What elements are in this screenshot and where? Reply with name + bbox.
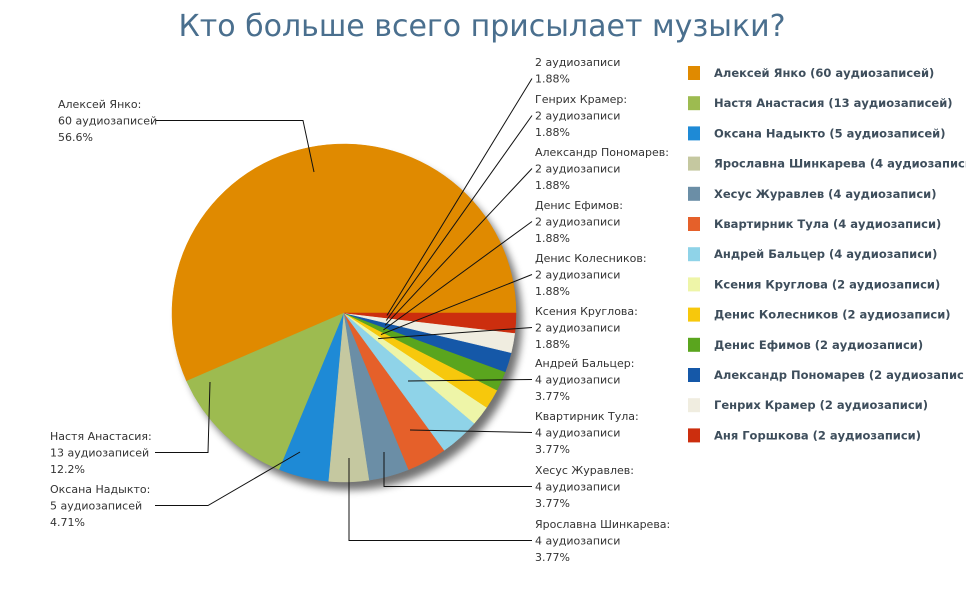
slice-label: 1.88% — [535, 126, 570, 139]
legend-entry: Денис Ефимов (2 аудиозаписи) — [714, 338, 923, 352]
slice-label: 2 аудиозаписи — [535, 322, 620, 335]
slice-label: 56.6% — [58, 131, 93, 144]
legend-swatch — [688, 217, 700, 231]
slice-label: 1.88% — [535, 338, 570, 351]
leader-line — [409, 429, 533, 433]
slice-label: Денис Ефимов: — [535, 199, 623, 212]
slice-label: 1.88% — [535, 285, 570, 298]
leader-line — [155, 381, 211, 453]
slice-label: 4 аудиозаписи — [535, 427, 620, 440]
leader-line — [348, 458, 532, 541]
slice-label: Денис Колесников: — [535, 252, 647, 265]
legend-swatch — [688, 307, 700, 322]
leader-line — [156, 120, 315, 173]
legend-entry: Денис Колесников (2 аудиозаписи) — [714, 308, 951, 322]
slice-label: 13 аудиозаписей — [50, 447, 149, 460]
leader-line — [384, 168, 533, 326]
slice-label: Оксана Надыкто: — [50, 483, 150, 496]
legend-swatch — [688, 428, 700, 443]
legend-entry: Алексей Янко (60 аудиозаписей) — [714, 66, 934, 80]
legend-entry: Квартирник Тула (4 аудиозаписи) — [714, 217, 941, 231]
legend-swatch — [688, 186, 700, 201]
legend-swatch — [688, 247, 700, 262]
legend-entry: Александр Пономарев (2 аудиозапис — [714, 368, 964, 382]
slice-label: 4 аудиозаписи — [535, 535, 620, 548]
leader-line — [378, 327, 533, 340]
legend-swatch — [688, 96, 700, 111]
legend-entry: Ксения Круглова (2 аудиозаписи) — [714, 277, 940, 291]
legend-swatch — [688, 337, 700, 352]
slice-label: Хесус Журавлев: — [535, 464, 634, 477]
legend-entry: Генрих Крамер (2 аудиозаписи) — [714, 398, 928, 412]
slice-label: 2 аудиозаписи — [535, 110, 620, 123]
legend-swatch — [688, 126, 700, 141]
slice-label: 2 аудиозаписи — [535, 56, 620, 69]
slice-label: 1.88% — [535, 179, 570, 192]
slice-label: 60 аудиозаписей — [58, 115, 157, 128]
pie-slice — [343, 312, 517, 334]
legend-swatch — [688, 277, 700, 292]
slice-label: 4.71% — [50, 516, 85, 529]
legend-swatch — [688, 368, 700, 382]
slice-label: 2 аудиозаписи — [535, 163, 620, 176]
leader-line — [386, 78, 533, 316]
chart-title: Кто больше всего присылает музыки? — [178, 9, 785, 44]
slice-label: 2 аудиозаписи — [535, 216, 620, 229]
legend-entry: Аня Горшкова (2 аудиозаписи) — [714, 428, 921, 442]
legend-entry: Настя Анастасия (13 аудиозаписей) — [714, 96, 953, 110]
slice-label: Алексей Янко: — [58, 98, 141, 111]
leader-line — [407, 379, 533, 382]
slice-label: 3.77% — [535, 551, 570, 564]
slice-label: Александр Пономарев: — [535, 146, 669, 159]
leader-line — [380, 274, 533, 335]
slice-label: Квартирник Тула: — [535, 410, 639, 423]
legend-entry: Хесус Журавлев (4 аудиозаписи) — [714, 187, 937, 201]
legend-entry: Ярославна Шинкарева (4 аудиозаписи — [714, 157, 966, 171]
slice-label: 3.77% — [535, 390, 570, 403]
slice-label: 1.88% — [535, 232, 570, 245]
legend: Алексей Янко (60 аудиозаписей) Настя Анас… — [688, 66, 966, 443]
leader-lines — [155, 78, 533, 541]
slice-label: Генрих Крамер: — [535, 93, 627, 106]
slice-labels: Алексей Янко: 60 аудиозаписей 56.6% Настя А… — [50, 56, 670, 564]
slice-label: Андрей Бальцер: — [535, 357, 634, 370]
slice-label: 4 аудиозаписи — [535, 481, 620, 494]
slice-label: Ярославна Шинкарева: — [535, 518, 670, 531]
slice-label: Ксения Круглова: — [535, 305, 638, 318]
slice-label: 5 аудиозаписей — [50, 500, 142, 513]
legend-entry: Андрей Бальцер (4 аудиозаписи) — [714, 247, 937, 261]
slice-label: 12.2% — [50, 463, 85, 476]
slice-label: 4 аудиозаписи — [535, 374, 620, 387]
slice-label: Настя Анастасия: — [50, 430, 152, 443]
leader-line — [383, 452, 532, 487]
slice-label: 3.77% — [535, 443, 570, 456]
slice-label: 3.77% — [535, 497, 570, 510]
leader-line — [383, 221, 533, 331]
legend-swatch — [688, 398, 700, 413]
slice-label: 1.88% — [535, 73, 570, 86]
leader-line — [385, 115, 533, 321]
legend-entry: Оксана Надыкто (5 аудиозаписей) — [714, 126, 945, 140]
legend-swatch — [688, 156, 700, 171]
pie-slice — [186, 312, 345, 470]
leader-line — [155, 451, 301, 506]
legend-swatch — [688, 66, 700, 80]
slice-label: 2 аудиозаписи — [535, 269, 620, 282]
